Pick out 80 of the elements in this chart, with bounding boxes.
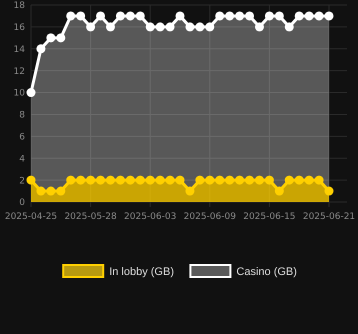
point [235, 11, 244, 20]
point [284, 176, 294, 185]
point [284, 22, 294, 32]
point [274, 186, 284, 196]
point [96, 176, 106, 185]
point [215, 176, 224, 185]
x-tick-label: 2025-06-15 [243, 212, 296, 222]
y-tick-label: 8 [19, 110, 26, 121]
x-tick-label: 2025-04-25 [4, 212, 58, 222]
legend-label: Casino (GB) [236, 266, 297, 278]
point [314, 11, 324, 20]
point [324, 11, 334, 20]
point [156, 22, 165, 32]
point [304, 11, 314, 20]
point [176, 176, 184, 185]
point [36, 44, 46, 54]
point [185, 22, 194, 32]
point [126, 11, 135, 20]
point [205, 22, 214, 32]
point [136, 11, 145, 20]
y-tick-label: 6 [19, 132, 26, 142]
point [56, 33, 66, 42]
point [46, 33, 56, 42]
point [56, 186, 66, 196]
point [205, 176, 214, 185]
point [166, 176, 175, 185]
point [245, 11, 254, 20]
y-tick-label: 0 [19, 198, 26, 208]
y-tick-label: 10 [14, 88, 26, 99]
point [26, 176, 36, 185]
point [86, 22, 96, 32]
point [26, 88, 36, 98]
point [66, 11, 76, 20]
point [324, 186, 334, 196]
point [36, 186, 46, 196]
legend-label: In lobby (GB) [109, 266, 174, 278]
point [106, 176, 115, 185]
point [195, 22, 204, 32]
point [264, 11, 274, 20]
point [156, 176, 165, 185]
x-tick-label: 2025-06-03 [124, 212, 176, 222]
point [66, 176, 76, 185]
x-tick-label: 2025-05-28 [64, 212, 118, 222]
point [76, 11, 86, 20]
point [294, 11, 304, 20]
point [264, 176, 274, 185]
point [76, 176, 86, 185]
point [176, 11, 184, 20]
point [254, 22, 264, 32]
point [314, 176, 324, 185]
point [225, 11, 234, 20]
point [235, 176, 244, 185]
x-tick-label: 2025-06-21 [302, 212, 356, 222]
point [106, 22, 115, 32]
point [116, 11, 125, 20]
x-tick-label: 2025-06-09 [184, 212, 236, 222]
point [215, 11, 224, 20]
y-tick-label: 14 [14, 44, 26, 55]
point [185, 186, 194, 196]
y-tick-label: 16 [14, 23, 26, 34]
y-tick-label: 2 [19, 176, 25, 186]
point [304, 176, 314, 185]
point [225, 176, 234, 185]
point [245, 176, 254, 185]
point [146, 176, 155, 185]
point [274, 11, 284, 20]
y-tick-label: 12 [14, 66, 25, 77]
point [166, 22, 175, 32]
point [254, 176, 264, 185]
point [126, 176, 135, 185]
y-tick-label: 4 [19, 154, 26, 164]
point [294, 176, 304, 185]
point [146, 22, 155, 32]
point [46, 186, 56, 196]
point [116, 176, 125, 185]
point [136, 176, 145, 185]
point [86, 176, 96, 185]
point [195, 176, 204, 185]
point [96, 11, 106, 20]
y-tick-label: 18 [14, 1, 26, 12]
